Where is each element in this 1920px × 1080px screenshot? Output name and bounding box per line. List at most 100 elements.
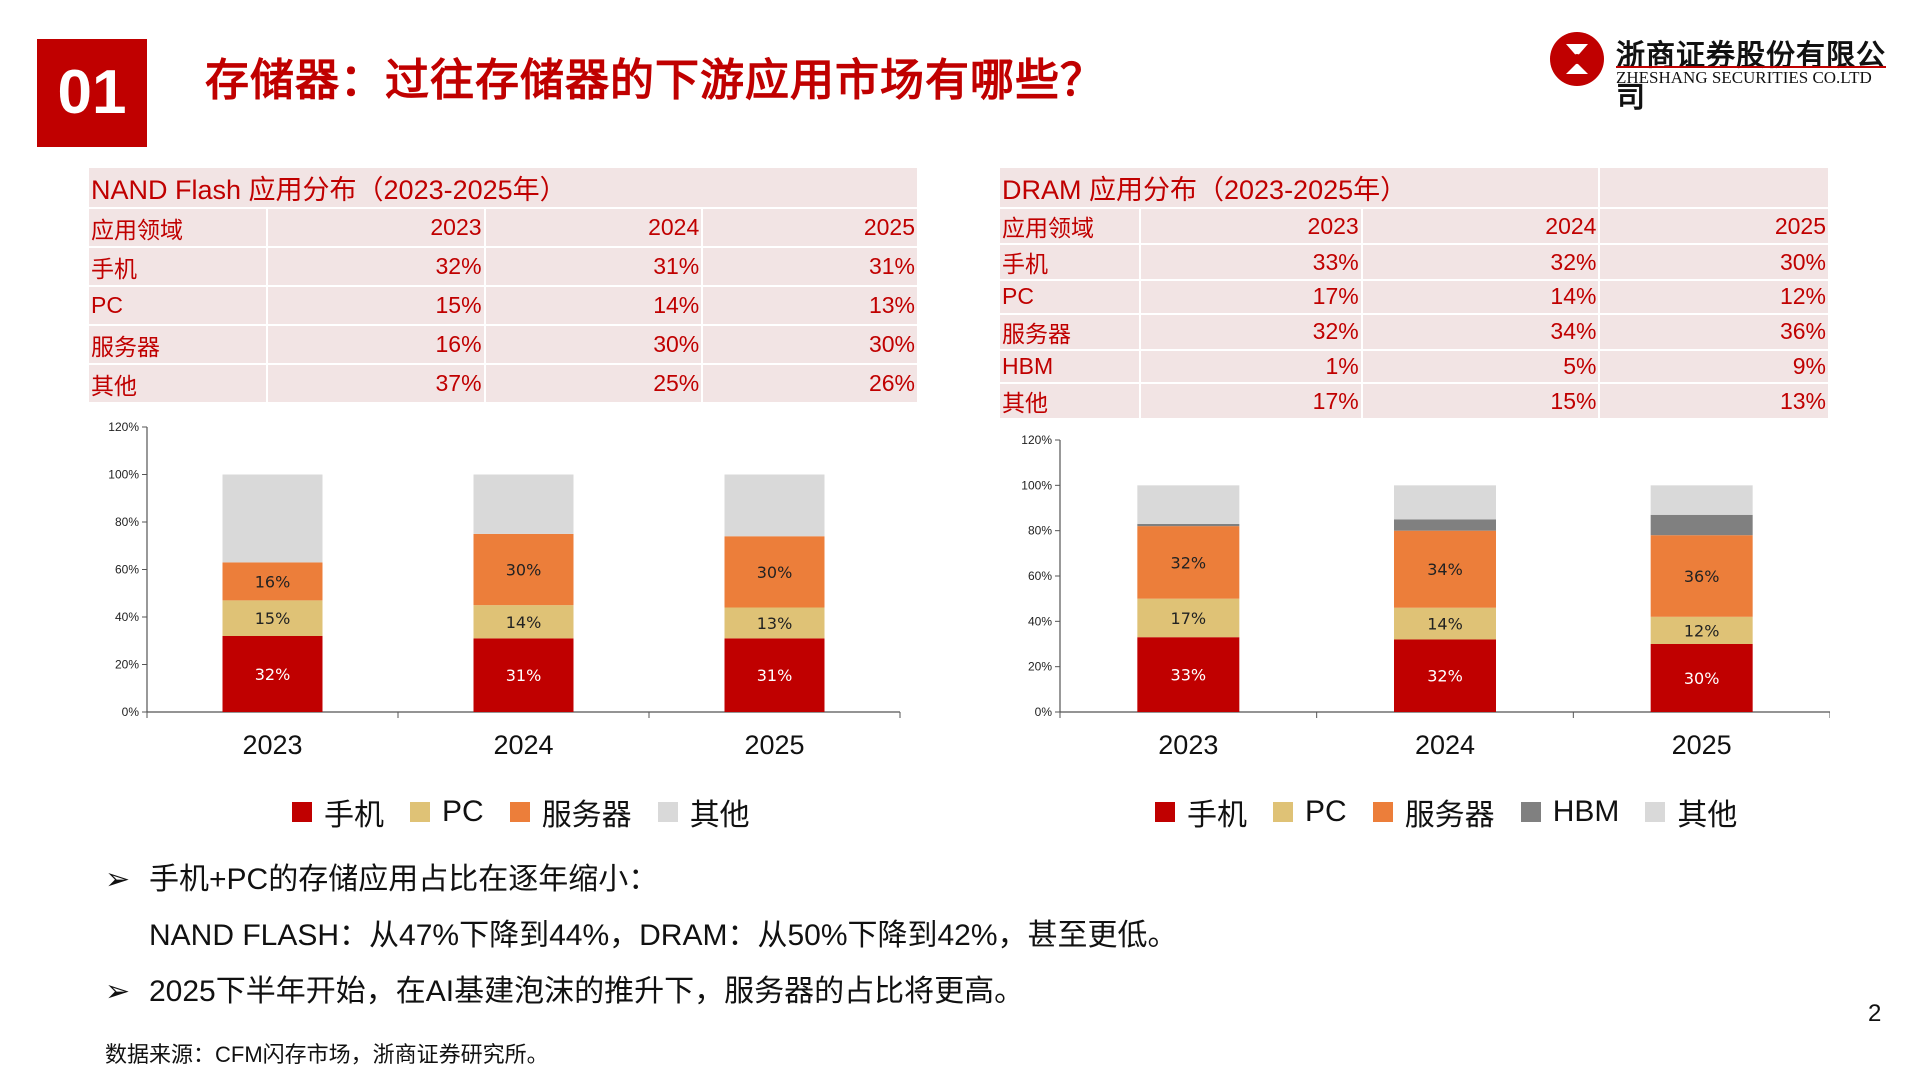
bullet-text: 2025下半年开始，在AI基建泡沫的推升下，服务器的占比将更高。 [149,975,1025,1008]
table-cell: 9% [1599,349,1830,384]
data-label: 14% [506,613,542,632]
data-label: 30% [1684,669,1720,688]
bar-segment [724,607,825,639]
table-cell [1599,168,1830,209]
x-tick-label: 2023 [1158,730,1218,760]
table-cell: 25% [484,364,704,404]
table-cell: 32% [266,247,486,287]
data-label: 30% [506,561,542,580]
table-cell: 30% [1599,244,1830,281]
bar-segment [1650,644,1753,712]
table-cell: 17% [1139,383,1363,420]
bar-segment [222,600,323,636]
legend-swatch-hbm [1520,802,1541,822]
x-tick-label: 2023 [242,730,302,760]
bar-segment [1394,607,1496,640]
table-cell: 31% [702,247,919,287]
bullet-arrow-icon: ➢ [105,975,131,1008]
bar-segment [1394,639,1496,712]
bar-segment [724,536,825,608]
page-title: 存储器：过往存储器的下游应用市场有哪些？ [205,56,1105,105]
legend-label: 其他 [689,799,750,832]
row-label: PC [89,286,268,326]
legend-item: 其他 [1645,790,1737,834]
nand-year-header: 2023 [266,208,486,248]
table-row: 服务器 32% 34% 36% [1000,313,1830,351]
table-cell: 30% [484,325,704,365]
y-tick-label: 40% [115,610,139,624]
data-label: 31% [757,666,793,685]
bar-segment [1137,523,1240,527]
logo-divider [1616,66,1886,68]
legend-label: 手机 [1187,799,1247,832]
summary-bullets: ➢ 手机+PC的存储应用占比在逐年缩小： NAND FLASH：从47%下降到4… [105,852,1178,1020]
legend-item: 服务器 [509,790,632,834]
data-label: 32% [255,665,291,684]
y-tick-label: 120% [108,420,139,434]
bar-segment [1137,637,1240,712]
legend-item: 服务器 [1372,790,1495,834]
nand-table-title: NAND Flash 应用分布（2023-2025年） [89,168,919,209]
table-cell: 13% [702,286,919,326]
table-cell: 32% [1361,244,1601,281]
table-cell: 16% [266,325,486,365]
legend-item: HBM [1520,795,1619,829]
row-label: 其他 [1000,383,1141,420]
x-tick-label: 2024 [1415,730,1475,760]
bar-segment [222,562,323,601]
legend-label: 其他 [1677,799,1738,832]
legend-item: PC [410,795,484,829]
dram-year-header: 2025 [1599,208,1830,245]
table-cell: 32% [1139,313,1363,351]
bar-segment [1137,598,1240,638]
data-label: 15% [255,609,291,628]
data-label: 12% [1684,621,1720,640]
bar-segment [724,638,825,712]
legend-swatch-other [657,802,678,822]
dram-stacked-bar-chart: 0% 20% 40% 60% 80% 100% 120% 33% 17% 32% 2023 32% 14… [1021,433,1830,760]
data-label: 33% [1171,666,1207,685]
bar-segment [1650,514,1753,536]
y-tick-label: 80% [115,515,139,529]
y-tick-label: 20% [115,658,139,672]
page-number: 2 [1868,1000,1882,1027]
data-label: 32% [1171,553,1207,572]
section-number: 01 [37,39,147,147]
y-tick-label: 100% [1021,478,1052,492]
table-row: 其他 37% 25% 26% [89,364,919,404]
bullet-item: ➢ 手机+PC的存储应用占比在逐年缩小： NAND FLASH：从47%下降到4… [105,852,1178,964]
y-tick-label: 60% [1028,569,1052,583]
nand-table-title-row: NAND Flash 应用分布（2023-2025年） [89,168,919,209]
bar-segment [1650,535,1753,617]
dram-table: DRAM 应用分布（2023-2025年） 应用领域 2023 2024 202… [1000,168,1830,420]
dram-year-header: 2023 [1139,208,1363,245]
dram-chart-legend: 手机 PC 服务器 HBM 其他 [1155,790,1737,834]
row-label: PC [1000,280,1141,315]
table-row: PC 15% 14% 13% [89,286,919,326]
data-label: 16% [255,572,291,591]
data-label: 31% [506,666,542,685]
table-cell: 1% [1139,349,1363,384]
row-label: 手机 [89,247,268,287]
legend-swatch-server [1372,802,1393,822]
data-label: 32% [1427,667,1463,686]
table-cell: 14% [484,286,704,326]
y-tick-label: 120% [1021,433,1052,447]
row-label: HBM [1000,349,1141,384]
data-label: 30% [757,563,793,582]
logo-en-name: ZHESHANG SECURITIES CO.LTD [1616,68,1872,87]
y-tick-label: 0% [1035,705,1053,719]
table-row: 手机 32% 31% 31% [89,247,919,287]
bar-segment [1137,485,1240,524]
table-cell: 30% [702,325,919,365]
legend-label: PC [442,795,484,828]
bar-segment [724,474,825,537]
table-row: 其他 17% 15% 13% [1000,383,1830,420]
nand-table-header-row: 应用领域 2023 2024 2025 [89,208,919,248]
y-tick-label: 100% [108,468,139,482]
bullet-item: ➢ 2025下半年开始，在AI基建泡沫的推升下，服务器的占比将更高。 [105,964,1178,1020]
table-row: HBM 1% 5% 9% [1000,349,1830,384]
legend-item: 其他 [657,790,750,834]
legend-label: 手机 [324,799,384,832]
bar-segment [1137,526,1240,599]
